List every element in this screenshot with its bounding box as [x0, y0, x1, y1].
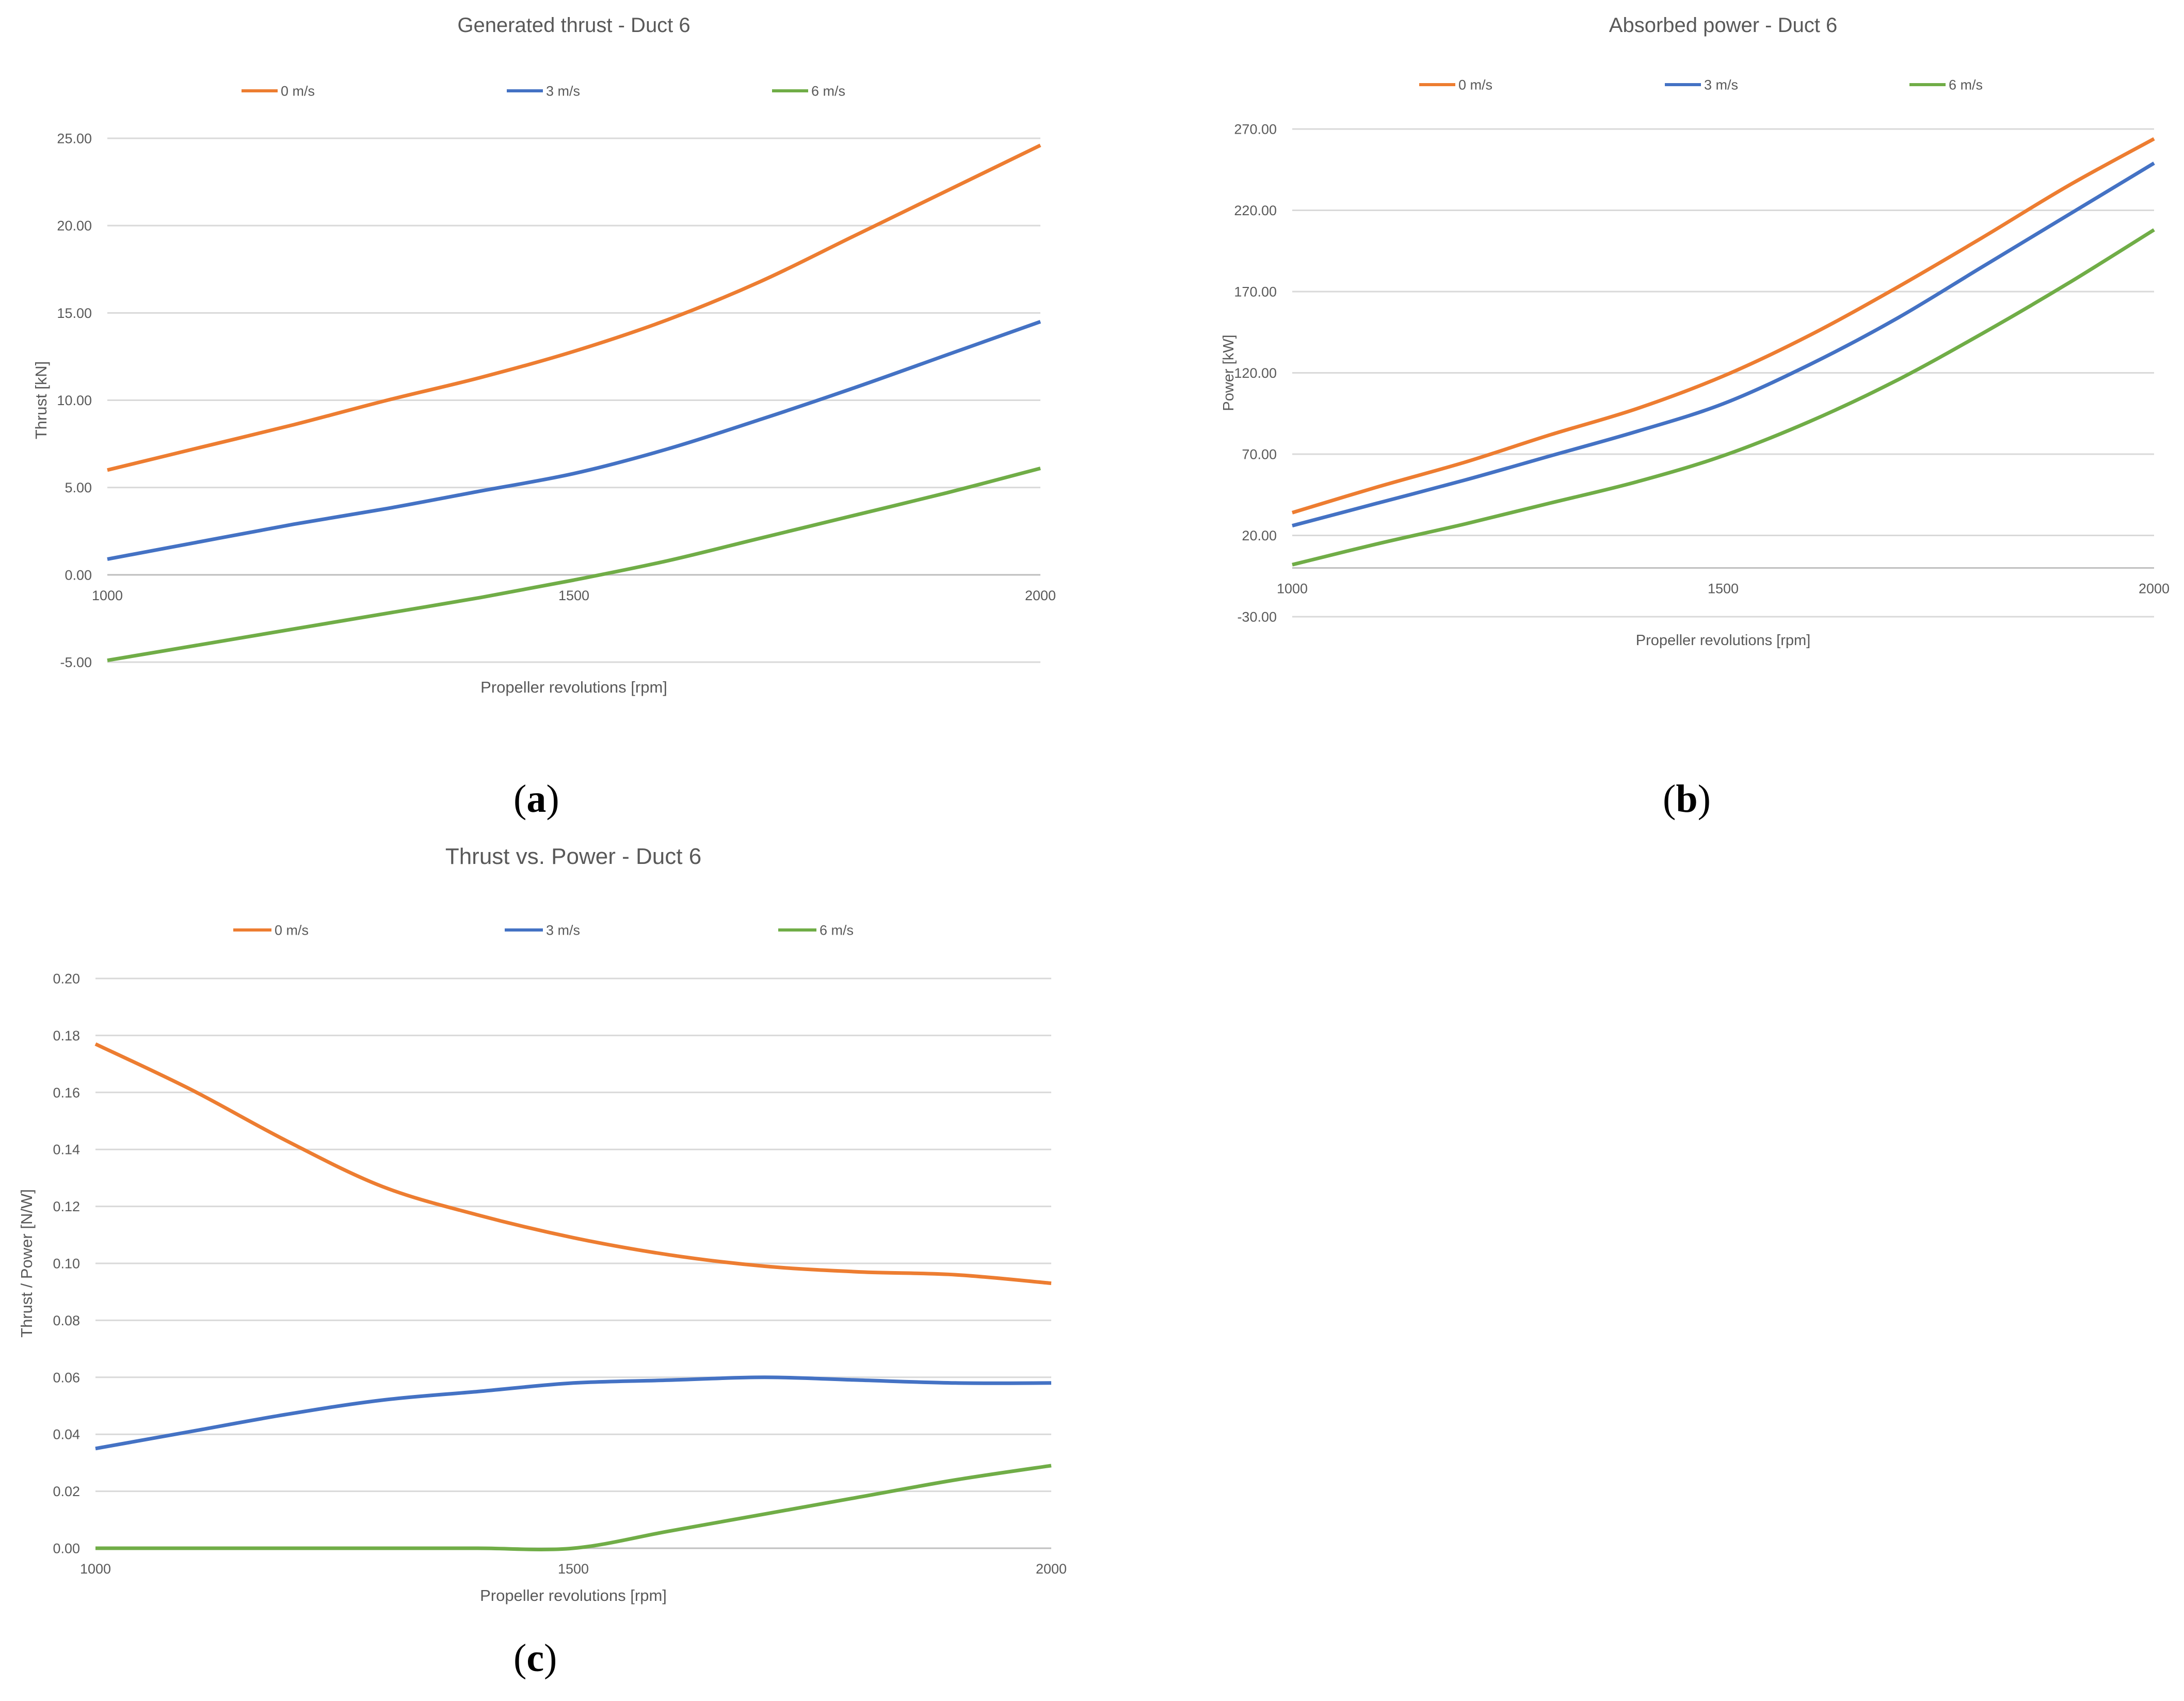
panel-label-b: (b): [1663, 777, 1711, 822]
chart-absorbed-power: Absorbed power - Duct 6 0 m/s 3 m/s 6 m/s -3…: [1161, 0, 2184, 764]
legend-label: 0 m/s: [275, 922, 309, 938]
legend-label: 3 m/s: [546, 83, 580, 99]
y-tick-label: 0.18: [53, 1028, 80, 1044]
y-axis-title: Power [kW]: [1221, 334, 1237, 411]
x-tick-label: 1500: [558, 1561, 589, 1577]
y-tick-label: 5.00: [65, 480, 92, 495]
y-tick-label: 15.00: [57, 306, 92, 321]
legend-label: 6 m/s: [820, 922, 854, 938]
x-axis-title: Propeller revolutions [rpm]: [480, 1586, 667, 1604]
y-tick-label: 20.00: [57, 218, 92, 234]
y-tick-label: 0.06: [53, 1370, 80, 1385]
chart-title: Absorbed power - Duct 6: [1609, 14, 1837, 37]
x-tick-label: 1500: [1708, 581, 1739, 597]
y-tick-label: 0.00: [53, 1540, 80, 1556]
panel-label-a: (a): [513, 777, 559, 822]
series-line: [1292, 230, 2154, 565]
series-line: [1292, 163, 2154, 526]
y-tick-label: 10.00: [57, 393, 92, 408]
x-tick-label: 1000: [1277, 581, 1308, 597]
y-tick-label: -30.00: [1237, 609, 1277, 624]
y-tick-label: 20.00: [1242, 528, 1277, 543]
y-tick-label: 0.12: [53, 1199, 80, 1214]
chart-generated-thrust: Generated thrust - Duct 6 0 m/s 3 m/s 6 m/s…: [0, 0, 1092, 764]
legend-label: 6 m/s: [1949, 77, 1983, 92]
y-tick-label: 0.00: [65, 567, 92, 583]
y-axis-title: Thrust / Power [N/W]: [18, 1189, 36, 1338]
panel-label-c: (c): [513, 1636, 557, 1681]
series-line: [95, 1044, 1051, 1283]
y-axis-title: Thrust [kN]: [32, 361, 50, 440]
y-tick-label: 170.00: [1234, 284, 1277, 299]
figure: Generated thrust - Duct 6 0 m/s 3 m/s 6 m/s…: [0, 0, 2184, 1701]
y-tick-label: 0.10: [53, 1256, 80, 1271]
x-tick-label: 2000: [2139, 581, 2170, 597]
legend-label: 6 m/s: [811, 83, 845, 99]
legend-label: 0 m/s: [281, 83, 315, 99]
series-line: [95, 1466, 1051, 1550]
y-tick-label: 0.20: [53, 971, 80, 986]
y-tick-label: -5.00: [60, 654, 92, 670]
legend-label: 3 m/s: [1704, 77, 1738, 92]
x-tick-label: 1000: [92, 588, 123, 603]
x-tick-label: 2000: [1036, 1561, 1067, 1577]
x-axis-title: Propeller revolutions [rpm]: [1636, 632, 1810, 649]
x-axis-title: Propeller revolutions [rpm]: [480, 678, 667, 696]
y-tick-label: 70.00: [1242, 446, 1277, 462]
x-tick-label: 2000: [1025, 588, 1056, 603]
y-tick-label: 120.00: [1234, 365, 1277, 381]
x-tick-label: 1000: [80, 1561, 111, 1577]
y-tick-label: 270.00: [1234, 121, 1277, 137]
legend-label: 0 m/s: [1458, 77, 1492, 92]
chart-title: Thrust vs. Power - Duct 6: [445, 844, 701, 869]
y-tick-label: 0.04: [53, 1427, 80, 1442]
y-tick-label: 0.08: [53, 1313, 80, 1328]
y-tick-label: 0.16: [53, 1085, 80, 1100]
y-tick-label: 220.00: [1234, 203, 1277, 218]
chart-thrust-vs-power: Thrust vs. Power - Duct 6 0 m/s 3 m/s 6 m/s…: [0, 826, 1092, 1631]
x-tick-label: 1500: [558, 588, 589, 603]
y-tick-label: 0.02: [53, 1484, 80, 1499]
series-line: [107, 469, 1040, 661]
y-tick-label: 0.14: [53, 1142, 80, 1158]
series-line: [95, 1377, 1051, 1449]
y-tick-label: 25.00: [57, 131, 92, 146]
series-line: [107, 322, 1040, 559]
chart-title: Generated thrust - Duct 6: [457, 14, 690, 37]
series-line: [107, 146, 1040, 470]
legend-label: 3 m/s: [546, 922, 580, 938]
